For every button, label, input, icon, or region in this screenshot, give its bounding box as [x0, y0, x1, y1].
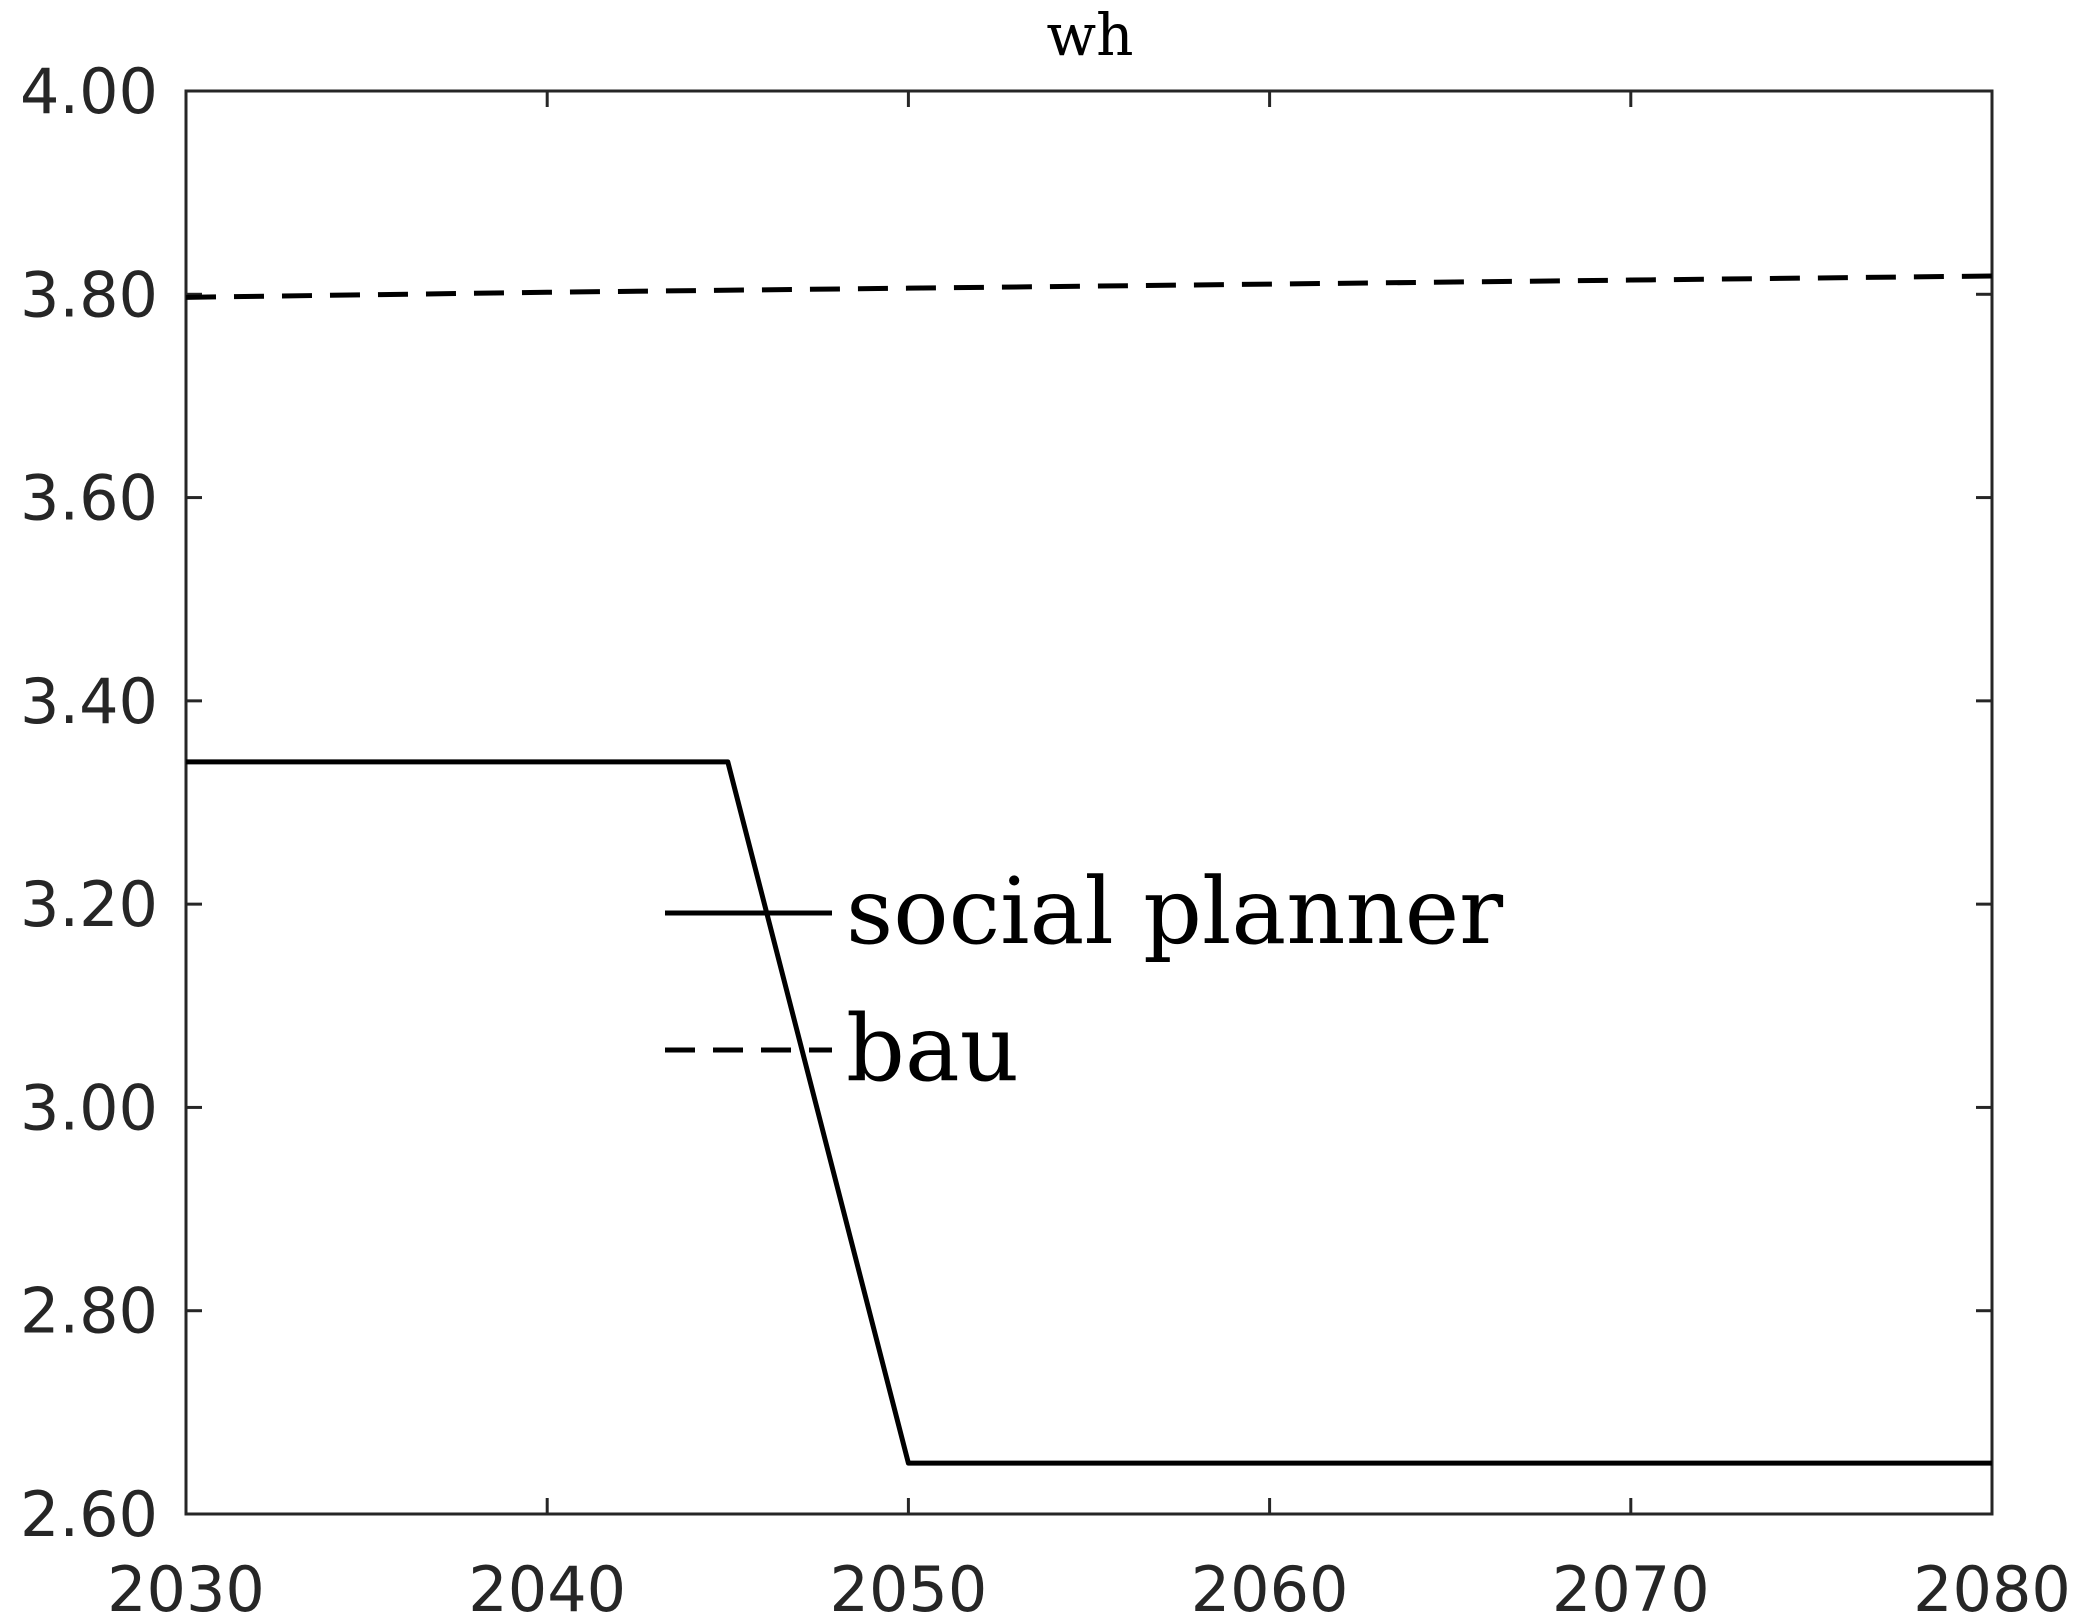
chart-title: wh: [1047, 1, 1134, 69]
y-tick-label: 2.80: [20, 1275, 158, 1348]
legend: social planner bau: [665, 858, 1503, 1102]
y-tick-label: 2.60: [20, 1478, 158, 1551]
x-axis: 2030 2040 2050 2060 2070 2080: [107, 91, 2071, 1613]
y-tick-label: 3.40: [20, 665, 158, 738]
x-tick-label: 2070: [1552, 1553, 1710, 1613]
y-tick-label: 4.00: [20, 55, 158, 128]
y-tick-label: 3.20: [20, 868, 158, 941]
plot-area: [184, 89, 1994, 1516]
x-tick-label: 2030: [107, 1553, 265, 1613]
legend-label-bau: bau: [846, 995, 1019, 1102]
series-line-bau: [185, 273, 1993, 300]
legend-label-social-planner: social planner: [846, 858, 1503, 965]
y-tick-label: 3.00: [20, 1071, 158, 1144]
x-tick-label: 2050: [830, 1553, 988, 1613]
x-tick-label: 2060: [1191, 1553, 1349, 1613]
series-layer: [185, 273, 1993, 1466]
y-axis: 2.60 2.80 3.00 3.20 3.40 3.60 3.80 4.00: [20, 55, 1992, 1551]
y-tick-label: 3.80: [20, 258, 158, 331]
x-tick-label: 2040: [468, 1553, 626, 1613]
series-line-social-planner: [186, 759, 1992, 1466]
x-tick-label: 2080: [1913, 1553, 2071, 1613]
y-tick-label: 3.60: [20, 462, 158, 535]
